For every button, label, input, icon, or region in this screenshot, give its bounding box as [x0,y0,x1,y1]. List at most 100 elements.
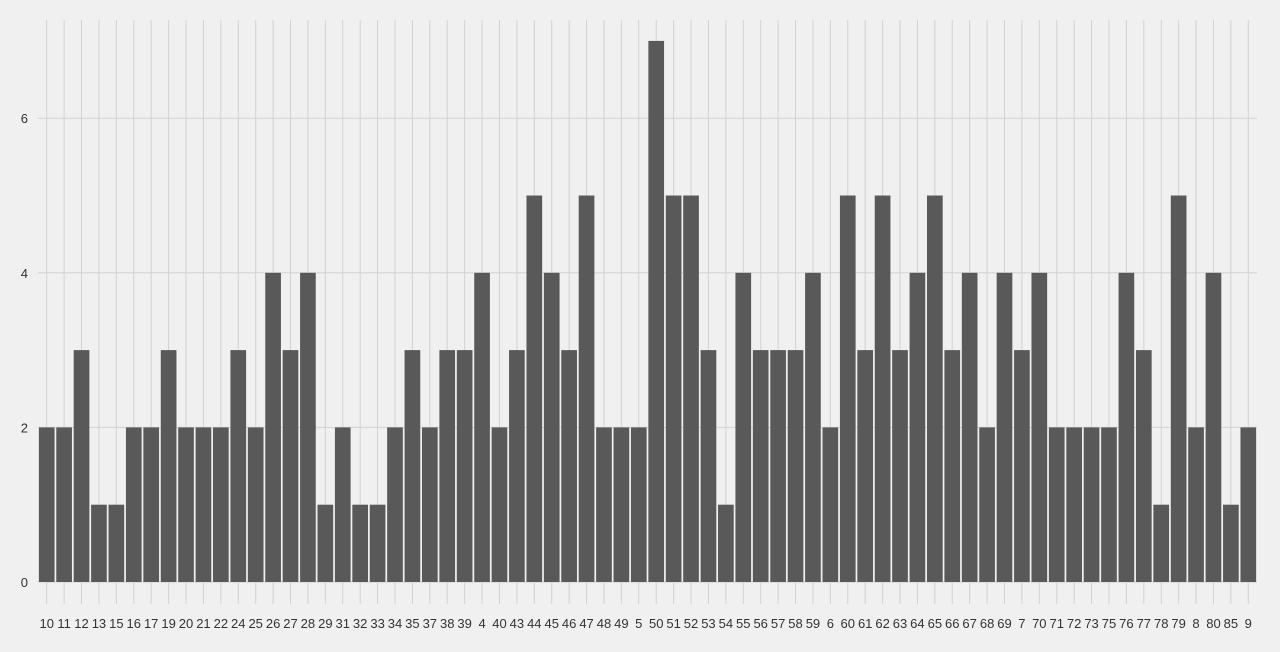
bar [874,195,891,582]
bar [456,350,473,582]
bar [944,350,961,582]
x-tick-label: 54 [719,616,733,631]
bar [317,504,334,582]
bar [1188,427,1204,582]
x-tick-label: 25 [248,616,262,631]
y-tick-label: 6 [21,111,28,126]
x-tick-label: 19 [161,616,175,631]
x-tick-label: 52 [684,616,698,631]
bar [125,427,142,582]
bar [805,272,821,582]
x-tick-label: 4 [478,616,485,631]
x-tick-label: 79 [1171,616,1185,631]
x-tick-label: 17 [144,616,158,631]
x-tick-label: 72 [1067,616,1081,631]
bar [822,427,839,582]
x-tick-label: 75 [1102,616,1116,631]
x-tick-label: 73 [1084,616,1098,631]
x-tick-label: 8 [1192,616,1199,631]
bar [1101,427,1117,582]
bar [38,427,55,582]
bar [352,504,369,582]
bar [839,195,856,582]
bar [1205,272,1222,582]
bar [1118,272,1135,582]
bar [770,350,786,582]
x-tick-label: 64 [910,616,924,631]
bar [247,427,264,582]
bar [926,195,943,582]
x-tick-label: 45 [544,616,558,631]
x-tick-label: 16 [127,616,141,631]
bar [282,350,299,582]
x-tick-label: 67 [962,616,976,631]
bar [474,272,490,582]
x-tick-label: 33 [370,616,384,631]
bar [108,504,125,582]
bar [735,272,752,582]
bar [369,504,386,582]
bar [160,350,177,582]
bar [543,272,560,582]
bar [648,40,665,582]
x-axis-ticks: 10 11 12 13 15 16 17 19 20 21 22 24 25 26 27 28 29 31 32 33… [39,616,1251,631]
bar [752,350,769,582]
bar [596,427,612,582]
bar [300,272,316,582]
bar [857,350,874,582]
x-tick-label: 51 [666,616,680,631]
bar [683,195,699,582]
x-tick-label: 28 [301,616,315,631]
x-tick-label: 44 [527,616,541,631]
x-tick-label: 77 [1137,616,1151,631]
x-tick-label: 21 [196,616,210,631]
bar [996,272,1013,582]
x-tick-label: 39 [457,616,471,631]
bar [143,427,160,582]
bar [491,427,508,582]
x-tick-label: 47 [579,616,593,631]
x-tick-label: 59 [806,616,820,631]
y-axis-ticks: 0 2 4 6 [21,111,28,590]
x-tick-label: 71 [1050,616,1064,631]
x-tick-label: 12 [74,616,88,631]
bar [787,350,804,582]
bar [1014,350,1030,582]
x-tick-label: 37 [423,616,437,631]
x-tick-label: 11 [57,616,71,631]
x-tick-label: 76 [1119,616,1133,631]
x-tick-label: 61 [858,616,872,631]
bar [387,427,403,582]
bar [961,272,978,582]
bar [439,350,456,582]
x-tick-label: 15 [109,616,123,631]
x-tick-label: 38 [440,616,454,631]
bar [630,427,647,582]
bar [718,504,734,582]
bar [421,427,438,582]
x-tick-label: 27 [283,616,297,631]
x-tick-label: 26 [266,616,280,631]
x-tick-label: 48 [597,616,611,631]
x-tick-label: 66 [945,616,959,631]
x-tick-label: 6 [827,616,834,631]
bar [1240,427,1257,582]
x-tick-label: 55 [736,616,750,631]
bars [38,40,1257,582]
bar [1083,427,1100,582]
bar [665,195,682,582]
bar [909,272,926,582]
bar [213,427,229,582]
x-tick-label: 80 [1206,616,1220,631]
x-tick-label: 53 [701,616,715,631]
bar [1223,504,1239,582]
x-tick-label: 62 [875,616,889,631]
x-tick-label: 63 [893,616,907,631]
x-tick-label: 32 [353,616,367,631]
x-tick-label: 31 [336,616,350,631]
bar [1135,350,1152,582]
x-tick-label: 57 [771,616,785,631]
bar [404,350,421,582]
bar [1066,427,1082,582]
